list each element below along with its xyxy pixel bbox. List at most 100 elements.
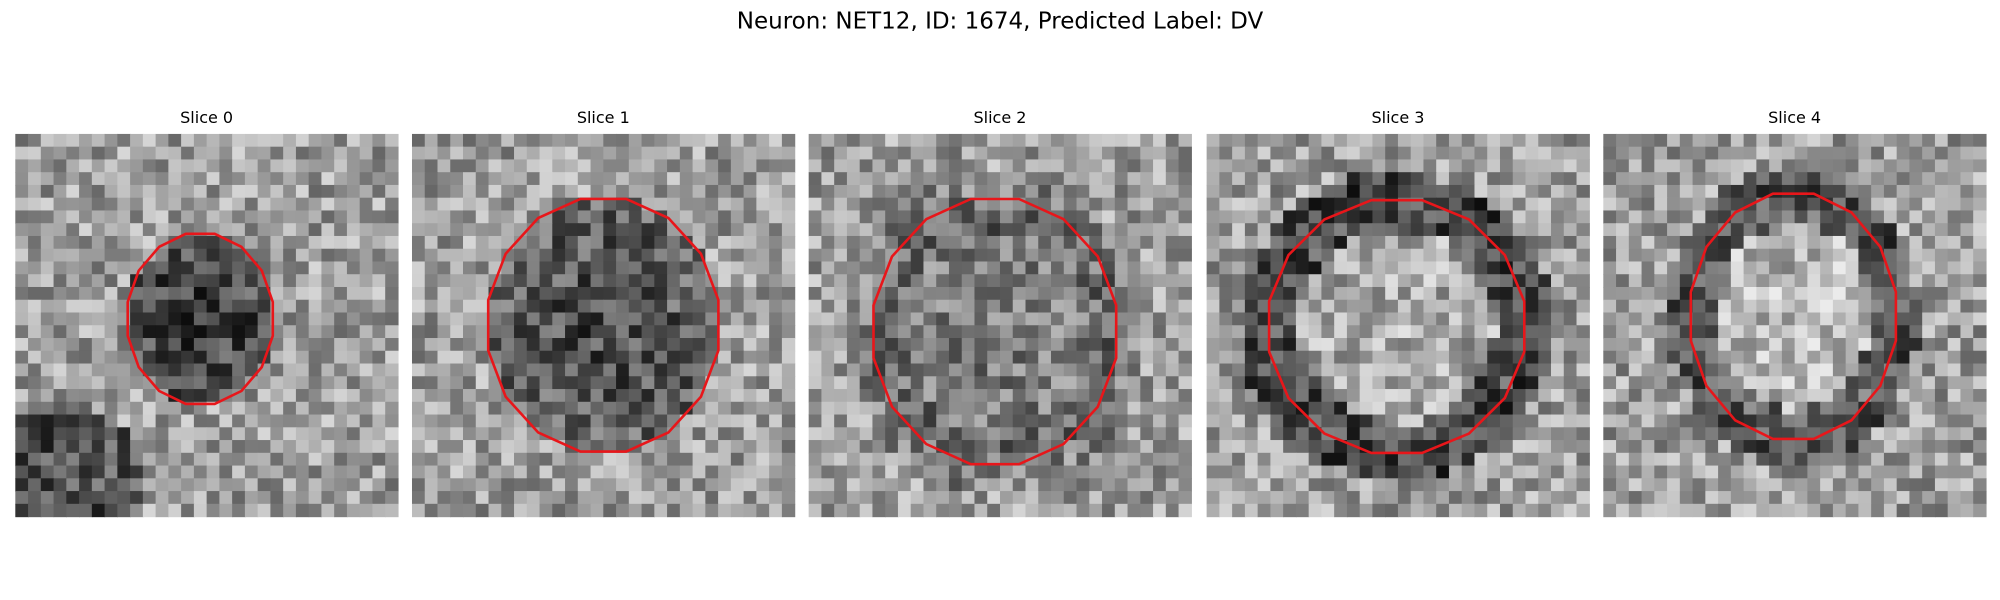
pixel [718, 286, 732, 301]
pixel [1896, 210, 1911, 224]
pixel [769, 274, 783, 288]
pixel [1127, 503, 1141, 518]
pixel [244, 350, 259, 365]
pixel [424, 299, 439, 314]
pixel [1127, 286, 1141, 301]
pixel [40, 401, 55, 416]
pixel [539, 146, 553, 161]
pixel [475, 146, 490, 161]
pixel [1807, 261, 1821, 275]
pixel [1423, 325, 1437, 339]
pixel [193, 146, 208, 161]
pixel [91, 312, 106, 326]
pixel [1244, 299, 1259, 314]
pixel [808, 478, 823, 492]
pixel [28, 286, 42, 301]
pixel [1960, 235, 1974, 250]
pixel [321, 133, 335, 148]
pixel [897, 274, 912, 288]
pixel [1551, 274, 1565, 288]
pixel [501, 312, 515, 326]
pixel [590, 184, 604, 199]
pixel [1295, 172, 1310, 186]
pixel [91, 350, 106, 365]
pixel [424, 248, 439, 263]
pixel [1603, 465, 1617, 479]
pixel [232, 414, 246, 428]
pixel [1474, 465, 1488, 479]
pixel [321, 414, 335, 428]
pixel [885, 235, 899, 250]
pixel [1283, 465, 1297, 479]
pixel [181, 452, 195, 467]
pixel [1346, 286, 1361, 301]
pixel [1909, 376, 1923, 390]
pixel [1127, 389, 1141, 403]
pixel [1321, 248, 1335, 263]
pixel [552, 286, 566, 301]
pixel [1909, 491, 1923, 505]
pixel [603, 133, 617, 148]
pixel [552, 465, 566, 479]
pixel [1756, 146, 1770, 161]
pixel [1076, 350, 1090, 365]
pixel [897, 350, 912, 365]
pixel [577, 427, 592, 441]
pixel [1257, 172, 1271, 186]
pixel [193, 338, 208, 352]
pixel [1372, 350, 1386, 365]
pixel [232, 133, 246, 148]
pixel [756, 248, 770, 263]
pixel [1781, 197, 1796, 212]
pixel [948, 223, 963, 237]
pixel [283, 286, 297, 301]
pixel [283, 465, 297, 479]
pixel [1718, 478, 1732, 492]
pixel [437, 312, 451, 326]
pixel [385, 146, 399, 161]
pixel [1576, 414, 1590, 428]
pixel [590, 427, 604, 441]
pixel [999, 261, 1014, 275]
pixel [565, 452, 579, 467]
pixel [834, 503, 848, 518]
pixel [692, 197, 706, 212]
pixel [679, 363, 694, 377]
pixel [79, 146, 93, 161]
pixel [1436, 389, 1450, 403]
pixel [66, 210, 80, 224]
pixel [897, 146, 912, 161]
pixel [730, 133, 745, 148]
pixel [654, 401, 668, 416]
pixel [1743, 503, 1757, 518]
pixel [40, 223, 55, 237]
pixel [1051, 478, 1065, 492]
pixel [28, 363, 42, 377]
pixel [1012, 248, 1027, 263]
pixel [936, 376, 950, 390]
pixel [1603, 376, 1617, 390]
pixel [308, 197, 323, 212]
pixel [53, 478, 67, 492]
pixel [308, 286, 323, 301]
pixel [91, 427, 106, 441]
pixel [897, 184, 912, 199]
pixel [1051, 312, 1065, 326]
pixel [834, 363, 848, 377]
pixel [730, 465, 745, 479]
pixel [1270, 389, 1284, 403]
pixel [910, 248, 925, 263]
pixel [1051, 286, 1065, 301]
pixel [219, 248, 233, 263]
pixel [1603, 389, 1617, 403]
pixel [654, 312, 668, 326]
pixel [1244, 184, 1259, 199]
pixel [1063, 172, 1078, 186]
pixel [1896, 197, 1911, 212]
pixel [219, 235, 233, 250]
pixel [641, 235, 655, 250]
pixel [1947, 286, 1962, 301]
pixel [1871, 350, 1885, 365]
pixel [999, 363, 1014, 377]
pixel [846, 503, 861, 518]
